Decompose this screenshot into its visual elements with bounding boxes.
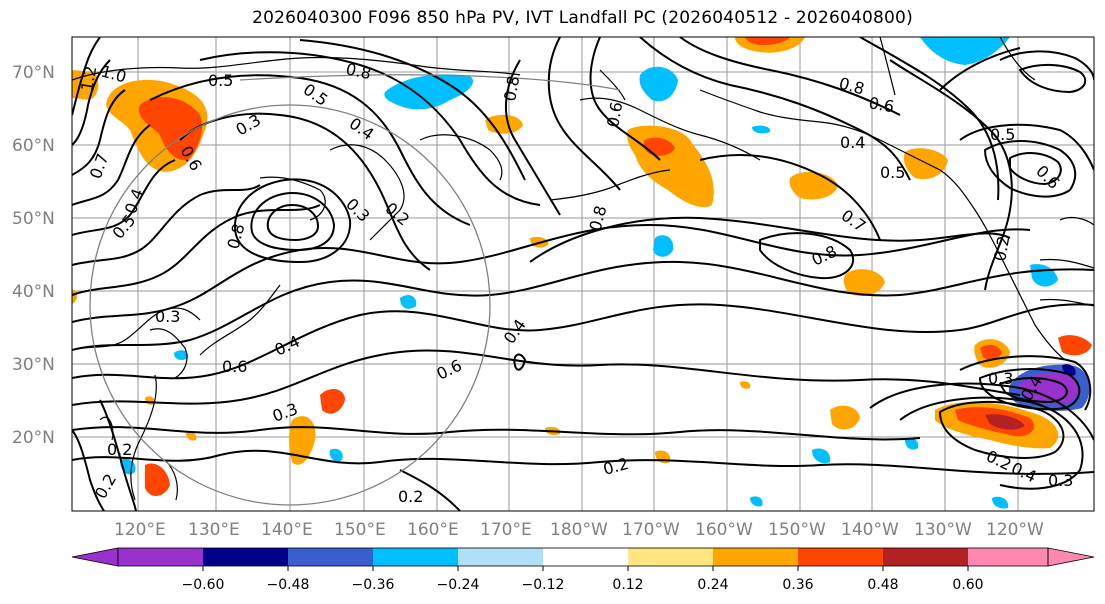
radius-circle [89, 104, 491, 506]
colorbar-tick: −0.12 [522, 577, 565, 593]
colorbar-tick: −0.60 [182, 577, 225, 593]
colorbar-segment [71, 547, 119, 567]
colorbar-segment [203, 548, 288, 566]
contour-label: 0.8 [344, 59, 373, 83]
colorbar-tick: −0.48 [267, 577, 310, 593]
lon-label: 170°W [622, 520, 680, 540]
colorbar-tick: −0.24 [437, 577, 480, 593]
colorbar: −0.60 −0.48 −0.36 −0.24 −0.12 0.12 0.24 … [71, 547, 1095, 593]
colorbar-segment [628, 548, 713, 566]
lon-label: 120°E [114, 520, 166, 540]
map-frame [71, 36, 1095, 512]
contour-label: 0.6 [222, 357, 247, 376]
lon-label: 140°W [841, 520, 899, 540]
colorbar-tick: 0.24 [697, 577, 728, 593]
arc-line [239, 74, 621, 91]
contour-label: 0.5 [880, 163, 905, 182]
lon-label: 130°W [914, 520, 972, 540]
colorbar-segment [543, 548, 628, 566]
contour-label: 1.2 [77, 64, 100, 92]
contour-label: 0.3 [155, 307, 180, 326]
lon-label: 130°E [188, 520, 240, 540]
contour-label: 0.2 [398, 487, 423, 506]
map-title: 2026040300 F096 850 hPa PV, IVT Landfall… [252, 8, 913, 28]
colorbar-segment [883, 548, 968, 566]
lat-label: 70°N [12, 63, 55, 83]
contour-label: 0.3 [988, 369, 1013, 388]
lon-label: 140°E [261, 520, 313, 540]
colorbar-segment [118, 548, 203, 566]
coastlines [72, 37, 1094, 501]
colorbar-segment [373, 548, 458, 566]
lon-label: 170°E [480, 520, 532, 540]
contour-label: 0.6 [603, 100, 626, 128]
colorbar-tick: 0.36 [782, 577, 813, 593]
contour-label: 0.4 [840, 133, 865, 152]
colorbar-tick: −0.36 [352, 577, 395, 593]
contour-label: 0.2 [107, 440, 132, 459]
contour-label: 0.2 [990, 234, 1013, 262]
contour-label: 0.6 [867, 93, 895, 116]
colorbar-segment [288, 548, 373, 566]
colorbar-tick: 0.48 [867, 577, 898, 593]
contour-label: 0.3 [1048, 471, 1073, 490]
lon-label: 150°E [334, 520, 386, 540]
lat-label: 30°N [12, 355, 55, 375]
contour-label: 0.5 [208, 71, 233, 90]
colorbar-segment [798, 548, 883, 566]
colorbar-segment [458, 548, 543, 566]
colorbar-segment [1047, 547, 1095, 567]
lat-label: 40°N [12, 282, 55, 302]
colorbar-segment [968, 548, 1048, 566]
lon-label: 120°W [986, 520, 1044, 540]
lat-label: 60°N [12, 136, 55, 156]
latitude-labels: 70°N 60°N 50°N 40°N 30°N 20°N [12, 63, 55, 448]
longitude-labels: 120°E 130°E 140°E 150°E 160°E 170°E 180°… [114, 520, 1044, 540]
lat-label: 50°N [12, 209, 55, 229]
contour-label: 0.5 [990, 125, 1015, 144]
lon-label: 160°W [695, 520, 753, 540]
colorbar-tick: 0.12 [612, 577, 643, 593]
lon-label: 180°W [550, 520, 608, 540]
lat-label: 20°N [12, 428, 55, 448]
colorbar-tick: 0.60 [952, 577, 983, 593]
contour-label: 0.8 [500, 74, 523, 102]
colorbar-segment [713, 548, 798, 566]
lon-label: 150°W [768, 520, 826, 540]
ivt-shading [72, 37, 1092, 509]
lon-label: 160°E [407, 520, 459, 540]
